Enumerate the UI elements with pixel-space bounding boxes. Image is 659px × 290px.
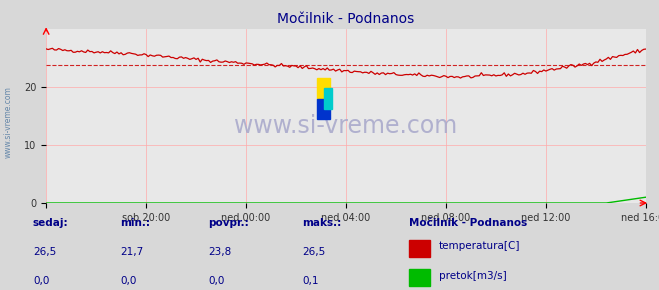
Bar: [317, 78, 330, 99]
Text: maks.:: maks.:: [302, 218, 341, 228]
Text: temperatura[C]: temperatura[C]: [439, 241, 520, 251]
Title: Močilnik - Podnanos: Močilnik - Podnanos: [277, 12, 415, 26]
Text: 0,0: 0,0: [208, 276, 225, 286]
Text: 21,7: 21,7: [121, 247, 144, 257]
Text: 0,0: 0,0: [33, 276, 49, 286]
Bar: [324, 88, 331, 109]
Text: 0,1: 0,1: [302, 276, 319, 286]
Text: povpr.:: povpr.:: [208, 218, 249, 228]
Text: Močilnik - Podnanos: Močilnik - Podnanos: [409, 218, 527, 228]
Bar: [409, 240, 430, 257]
Text: www.si-vreme.com: www.si-vreme.com: [235, 115, 457, 138]
Text: 23,8: 23,8: [208, 247, 231, 257]
Text: 0,0: 0,0: [121, 276, 137, 286]
Text: 26,5: 26,5: [302, 247, 326, 257]
Bar: [409, 269, 430, 286]
Text: min.:: min.:: [121, 218, 151, 228]
Text: 26,5: 26,5: [33, 247, 56, 257]
Text: pretok[m3/s]: pretok[m3/s]: [439, 271, 506, 281]
Bar: [317, 99, 330, 119]
Text: www.si-vreme.com: www.si-vreme.com: [3, 86, 13, 158]
Text: sedaj:: sedaj:: [33, 218, 69, 228]
